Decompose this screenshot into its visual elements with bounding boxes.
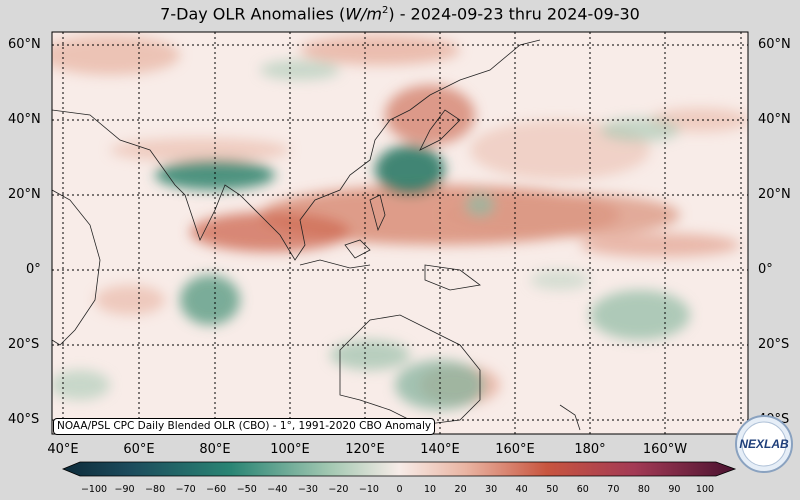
colorbar-tick-label: −80 xyxy=(145,484,166,495)
anomaly-field xyxy=(52,35,748,410)
colorbar-tick-label: 20 xyxy=(454,484,467,495)
lon-label: 60°E xyxy=(123,442,155,457)
lat-label-right: 40°N xyxy=(758,112,791,127)
colorbar-tick-label: −60 xyxy=(206,484,227,495)
lat-label-right: 60°N xyxy=(758,37,791,52)
lat-label-right: 20°S xyxy=(758,337,790,352)
lat-label-right: 20°N xyxy=(758,187,791,202)
lat-label-left: 40°N xyxy=(8,112,41,127)
lon-label: 160°E xyxy=(495,442,535,457)
map-title: 7-Day OLR Anomalies (W/m2) - 2024-09-23 … xyxy=(160,4,640,24)
lon-label: 40°E xyxy=(47,442,79,457)
lat-label-left: 40°S xyxy=(8,412,40,427)
colorbar xyxy=(61,461,737,477)
lon-label: 160°W xyxy=(642,442,688,457)
colorbar-tick-label: −50 xyxy=(236,484,257,495)
lon-label: 100°E xyxy=(270,442,310,457)
lon-label: 80°E xyxy=(199,442,231,457)
svg-text:NEXLAB: NEXLAB xyxy=(739,437,789,451)
colorbar-tick-label: −30 xyxy=(297,484,318,495)
lon-label: 120°E xyxy=(345,442,385,457)
colorbar-tick-label: −40 xyxy=(267,484,288,495)
colorbar-tick-label: 10 xyxy=(424,484,437,495)
colorbar-tick-label: −70 xyxy=(175,484,196,495)
colorbar-tick-label: −100 xyxy=(80,484,108,495)
lat-label-left: 20°S xyxy=(8,337,40,352)
lat-label-left: 0° xyxy=(26,262,41,277)
colorbar-tick-label: −90 xyxy=(114,484,135,495)
colorbar-tick-label: 90 xyxy=(668,484,681,495)
colorbar-tick-label: 100 xyxy=(695,484,715,495)
data-source-credit: NOAA/PSL CPC Daily Blended OLR (CBO) - 1… xyxy=(53,418,436,435)
colorbar-gradient xyxy=(61,461,737,477)
lon-label: 180° xyxy=(574,442,606,457)
colorbar-tick-label: 70 xyxy=(607,484,620,495)
olr-anomaly-map xyxy=(51,31,749,435)
lat-label-right: 0° xyxy=(758,262,773,277)
colorbar-tick-label: −10 xyxy=(358,484,379,495)
lat-label-left: 60°N xyxy=(8,37,41,52)
nexlab-logo: NEXLAB xyxy=(735,415,793,473)
colorbar-tick-label: 30 xyxy=(485,484,498,495)
gridlines xyxy=(52,32,748,434)
lon-label: 140°E xyxy=(420,442,460,457)
lat-label-left: 20°N xyxy=(8,187,41,202)
colorbar-tick-label: 60 xyxy=(576,484,589,495)
colorbar-tick-label: −20 xyxy=(328,484,349,495)
colorbar-tick-label: 50 xyxy=(546,484,559,495)
colorbar-tick-label: 80 xyxy=(637,484,650,495)
colorbar-tick-label: 40 xyxy=(515,484,528,495)
colorbar-tick-label: 0 xyxy=(396,484,403,495)
